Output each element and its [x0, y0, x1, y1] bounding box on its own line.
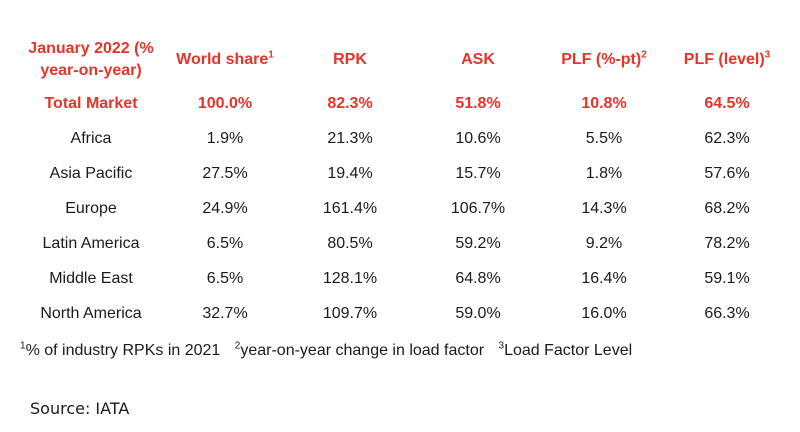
- cell-rpk: 161.4%: [322, 199, 378, 217]
- header-plf-level-label: PLF (level): [683, 51, 765, 68]
- table-row-middle-east: Middle East 6.5% 128.1% 64.8% 16.4% 59.1…: [18, 261, 788, 296]
- cell-region: Europe: [65, 199, 117, 217]
- cell-region: Total Market: [44, 94, 138, 112]
- header-ask: ASK: [414, 34, 542, 86]
- footnote-1-text: % of industry RPKs in 2021: [25, 342, 221, 359]
- cell-plf-level: 59.1%: [704, 269, 750, 287]
- cell-ask: 59.2%: [455, 234, 501, 252]
- cell-rpk: 109.7%: [322, 304, 378, 322]
- header-world-share: World share1: [164, 34, 286, 86]
- header-plf-pt: PLF (%-pt)2: [542, 34, 666, 86]
- header-plf-level: PLF (level)3: [666, 34, 788, 86]
- cell-plf-level: 68.2%: [704, 199, 750, 217]
- cell-world-share: 24.9%: [202, 199, 248, 217]
- table-row-europe: Europe 24.9% 161.4% 106.7% 14.3% 68.2%: [18, 191, 788, 226]
- cell-region: Middle East: [49, 269, 133, 287]
- cell-world-share: 27.5%: [202, 164, 248, 182]
- cell-plf-pt: 16.4%: [581, 269, 627, 287]
- header-region-label: January 2022 (% year-on-year): [28, 40, 154, 79]
- cell-ask: 15.7%: [455, 164, 501, 182]
- cell-rpk: 128.1%: [322, 269, 378, 287]
- cell-rpk: 80.5%: [327, 234, 373, 252]
- cell-world-share: 1.9%: [206, 129, 244, 147]
- cell-ask: 10.6%: [455, 129, 501, 147]
- header-plf-pt-label: PLF (%-pt): [561, 51, 642, 68]
- cell-world-share: 32.7%: [202, 304, 248, 322]
- cell-plf-pt: 5.5%: [585, 129, 623, 147]
- cell-plf-pt: 14.3%: [581, 199, 627, 217]
- cell-rpk: 82.3%: [327, 94, 373, 112]
- header-plf-pt-sup: 2: [641, 49, 647, 61]
- cell-world-share: 6.5%: [206, 269, 244, 287]
- footnote-3-text: Load Factor Level: [504, 342, 633, 359]
- cell-region: Africa: [70, 129, 112, 147]
- header-ask-label: ASK: [461, 51, 495, 68]
- cell-world-share: 6.5%: [206, 234, 244, 252]
- cell-rpk: 19.4%: [327, 164, 373, 182]
- footnote-2: 2year-on-year change in load factor: [234, 340, 485, 359]
- cell-region: North America: [40, 304, 142, 322]
- footnote-2-text: year-on-year change in load factor: [240, 342, 485, 359]
- cell-plf-level: 62.3%: [704, 129, 750, 147]
- header-rpk: RPK: [286, 34, 414, 86]
- header-world-share-sup: 1: [268, 49, 274, 61]
- footnote-3-marker: 3: [498, 340, 505, 352]
- footnotes: 1% of industry RPKs in 2021 2year-on-yea…: [20, 340, 642, 360]
- traffic-table-container: January 2022 (% year-on-year) World shar…: [18, 34, 788, 331]
- footnote-1-marker: 1: [20, 340, 26, 352]
- header-region: January 2022 (% year-on-year): [18, 34, 164, 86]
- header-world-share-label: World share: [176, 51, 269, 68]
- table-row-africa: Africa 1.9% 21.3% 10.6% 5.5% 62.3%: [18, 121, 788, 156]
- cell-ask: 51.8%: [455, 94, 501, 112]
- cell-ask: 59.0%: [455, 304, 501, 322]
- cell-ask: 64.8%: [455, 269, 501, 287]
- cell-region: Asia Pacific: [49, 164, 133, 182]
- source-credit: Source: IATA: [30, 399, 130, 418]
- table-row-latin-america: Latin America 6.5% 80.5% 59.2% 9.2% 78.2…: [18, 226, 788, 261]
- cell-plf-level: 78.2%: [704, 234, 750, 252]
- footnote-3: 3Load Factor Level: [498, 340, 633, 359]
- header-plf-level-sup: 3: [764, 49, 771, 61]
- header-rpk-label: RPK: [333, 51, 367, 68]
- header-row: January 2022 (% year-on-year) World shar…: [18, 34, 788, 86]
- table-row-asia-pacific: Asia Pacific 27.5% 19.4% 15.7% 1.8% 57.6…: [18, 156, 788, 191]
- table-row-north-america: North America 32.7% 109.7% 59.0% 16.0% 6…: [18, 296, 788, 331]
- traffic-table: January 2022 (% year-on-year) World shar…: [18, 34, 788, 331]
- cell-plf-pt: 10.8%: [581, 94, 627, 112]
- cell-plf-pt: 9.2%: [585, 234, 623, 252]
- cell-plf-pt: 16.0%: [581, 304, 627, 322]
- cell-region: Latin America: [42, 234, 140, 252]
- cell-world-share: 100.0%: [197, 94, 253, 112]
- table-row-total-market: Total Market 100.0% 82.3% 51.8% 10.8% 64…: [18, 86, 788, 121]
- cell-plf-pt: 1.8%: [585, 164, 623, 182]
- footnote-1: 1% of industry RPKs in 2021: [20, 340, 221, 359]
- cell-ask: 106.7%: [450, 199, 506, 217]
- cell-plf-level: 64.5%: [704, 94, 750, 112]
- cell-plf-level: 66.3%: [704, 304, 750, 322]
- footnote-2-marker: 2: [234, 340, 241, 352]
- cell-plf-level: 57.6%: [704, 164, 750, 182]
- cell-rpk: 21.3%: [327, 129, 373, 147]
